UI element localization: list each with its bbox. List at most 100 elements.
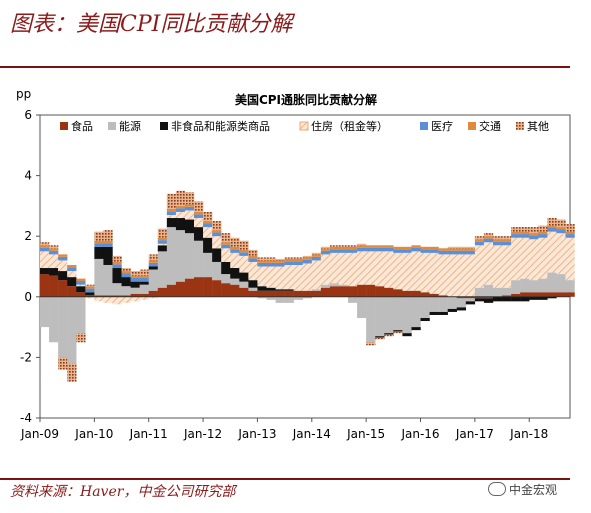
bar-segment <box>320 246 331 249</box>
bar-segment <box>58 256 68 261</box>
bar-segment <box>284 290 294 297</box>
bar-segment <box>203 211 213 222</box>
bar-segment <box>212 232 222 237</box>
bar-segment <box>139 293 149 297</box>
bar-segment <box>547 225 557 229</box>
bar-segment <box>67 277 77 287</box>
bar-segment <box>483 296 494 299</box>
bar-segment <box>329 286 340 297</box>
bar-segment <box>483 233 494 237</box>
bar-segment <box>338 252 349 285</box>
x-tick-label: Jan-09 <box>20 427 59 441</box>
bar-segment <box>384 251 394 288</box>
bar-segment <box>284 258 294 262</box>
bar-segment <box>139 269 149 276</box>
bar-segment <box>411 296 421 328</box>
bar-segment <box>366 247 376 252</box>
bar-segment <box>429 296 439 312</box>
bar-segment <box>384 287 394 297</box>
legend-swatch <box>299 121 309 131</box>
bar-segment <box>257 260 267 263</box>
bar-segment <box>40 268 50 275</box>
bar-segment <box>384 247 394 252</box>
legend-label: 医疗 <box>431 119 453 133</box>
bar-segment <box>58 280 68 297</box>
bar-segment <box>547 231 557 273</box>
bar-segment <box>538 278 548 293</box>
bar-segment <box>338 284 349 287</box>
bar-segment <box>194 218 204 228</box>
bar-segment <box>348 249 358 253</box>
bar-segment <box>49 250 59 255</box>
bar-segment <box>67 267 77 272</box>
bar-segment <box>465 298 476 302</box>
bar-segment <box>148 266 158 270</box>
bar-segment <box>257 262 267 267</box>
bar-segment <box>438 296 448 312</box>
bar-segment <box>420 296 430 319</box>
bar-segment <box>284 261 294 265</box>
bar-segment <box>311 260 322 290</box>
bar-segment <box>275 289 285 291</box>
bar-segment <box>58 260 68 272</box>
bar-segment <box>465 248 476 251</box>
bar-segment <box>112 255 122 262</box>
bar-segment <box>257 286 267 291</box>
bar-segment <box>130 271 140 276</box>
bar-segment <box>203 221 213 224</box>
bar-segment <box>465 246 476 249</box>
bar-segment <box>166 284 177 297</box>
bar-segment <box>121 295 131 297</box>
bar-segment <box>184 192 195 205</box>
bar-segment <box>103 240 113 244</box>
bar-segment <box>502 236 512 240</box>
bar-segment <box>366 296 376 343</box>
bar-segment <box>139 284 149 294</box>
bar-segment <box>257 290 267 297</box>
bar-segment <box>375 251 385 287</box>
bar-segment <box>203 223 213 228</box>
legend-swatch <box>108 122 116 130</box>
bar-segment <box>94 240 104 244</box>
bar-segment <box>520 234 530 238</box>
bar-segment <box>275 262 285 267</box>
bar-segment <box>130 293 140 297</box>
bar-segment <box>483 236 494 239</box>
bar-segment <box>456 307 467 311</box>
bar-segment <box>474 239 485 242</box>
x-tick-label: Jan-16 <box>400 427 439 441</box>
bar-segment <box>411 327 421 331</box>
bar-segment <box>348 246 358 250</box>
bar-segment <box>266 296 276 300</box>
bar-segment <box>166 214 177 219</box>
bar-segment <box>311 289 322 291</box>
bar-segment <box>248 280 258 288</box>
bar-segment <box>284 289 294 291</box>
bar-segment <box>529 239 539 281</box>
bar-segment <box>239 252 249 256</box>
bar-segment <box>166 227 177 285</box>
bar-segment <box>511 296 521 302</box>
bar-segment <box>194 201 204 212</box>
bar-segment <box>248 290 258 297</box>
bar-segment <box>447 250 457 255</box>
bar-segment <box>529 292 539 297</box>
bar-segment <box>221 283 231 297</box>
bar-segment <box>302 296 313 299</box>
bar-segment <box>420 246 430 250</box>
bar-segment <box>511 231 521 235</box>
bar-segment <box>212 221 222 231</box>
bar-segment <box>184 206 195 211</box>
bar-segment <box>456 296 467 299</box>
bar-segment <box>248 255 258 259</box>
bar-segment <box>157 251 168 288</box>
bar-segment <box>492 236 503 240</box>
bar-segment <box>40 296 50 328</box>
bar-segment <box>456 246 467 249</box>
bar-segment <box>492 245 503 288</box>
bar-segment <box>121 277 131 287</box>
bar-segment <box>230 237 240 247</box>
bar-segment <box>85 295 95 297</box>
bar-segment <box>320 248 331 251</box>
bar-segment <box>266 262 276 267</box>
